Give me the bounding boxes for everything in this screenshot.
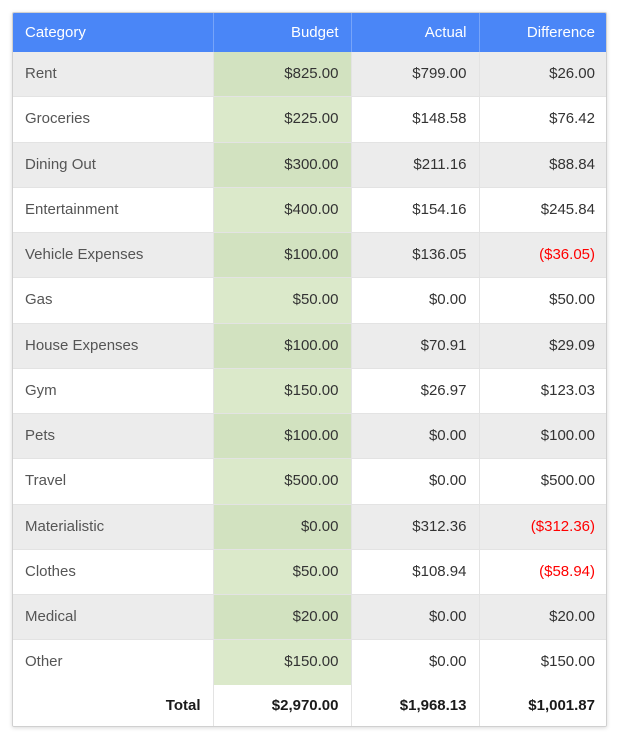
cell-difference[interactable]: $76.42 bbox=[479, 97, 607, 142]
cell-actual[interactable]: $799.00 bbox=[351, 52, 479, 97]
cell-difference[interactable]: $26.00 bbox=[479, 52, 607, 97]
cell-category[interactable]: Groceries bbox=[13, 97, 213, 142]
table-row[interactable]: Medical$20.00$0.00$20.00 bbox=[13, 595, 607, 640]
table-row[interactable]: Dining Out$300.00$211.16$88.84 bbox=[13, 142, 607, 187]
cell-difference[interactable]: $150.00 bbox=[479, 640, 607, 685]
table-row[interactable]: House Expenses$100.00$70.91$29.09 bbox=[13, 323, 607, 368]
cell-category[interactable]: Entertainment bbox=[13, 187, 213, 232]
cell-category[interactable]: Rent bbox=[13, 52, 213, 97]
table-row[interactable]: Gym$150.00$26.97$123.03 bbox=[13, 368, 607, 413]
cell-difference[interactable]: $245.84 bbox=[479, 187, 607, 232]
cell-category[interactable]: Gym bbox=[13, 368, 213, 413]
cell-actual[interactable]: $108.94 bbox=[351, 549, 479, 594]
table-header: Category Budget Actual Difference bbox=[13, 13, 607, 52]
cell-budget[interactable]: $500.00 bbox=[213, 459, 351, 504]
table-row[interactable]: Travel$500.00$0.00$500.00 bbox=[13, 459, 607, 504]
col-header-actual: Actual bbox=[351, 13, 479, 52]
cell-difference[interactable]: $100.00 bbox=[479, 414, 607, 459]
cell-category[interactable]: Clothes bbox=[13, 549, 213, 594]
cell-category[interactable]: House Expenses bbox=[13, 323, 213, 368]
cell-budget[interactable]: $100.00 bbox=[213, 414, 351, 459]
table-row[interactable]: Vehicle Expenses$100.00$136.05($36.05) bbox=[13, 233, 607, 278]
cell-category[interactable]: Medical bbox=[13, 595, 213, 640]
cell-budget[interactable]: $150.00 bbox=[213, 640, 351, 685]
cell-category[interactable]: Dining Out bbox=[13, 142, 213, 187]
cell-difference[interactable]: $50.00 bbox=[479, 278, 607, 323]
cell-difference[interactable]: $500.00 bbox=[479, 459, 607, 504]
table-row[interactable]: Materialistic$0.00$312.36($312.36) bbox=[13, 504, 607, 549]
cell-difference[interactable]: ($312.36) bbox=[479, 504, 607, 549]
cell-difference[interactable]: $88.84 bbox=[479, 142, 607, 187]
cell-actual[interactable]: $154.16 bbox=[351, 187, 479, 232]
cell-actual[interactable]: $148.58 bbox=[351, 97, 479, 142]
cell-budget[interactable]: $100.00 bbox=[213, 233, 351, 278]
cell-budget[interactable]: $825.00 bbox=[213, 52, 351, 97]
table-row[interactable]: Clothes$50.00$108.94($58.94) bbox=[13, 549, 607, 594]
col-header-category: Category bbox=[13, 13, 213, 52]
footer-budget: $2,970.00 bbox=[213, 685, 351, 726]
cell-budget[interactable]: $0.00 bbox=[213, 504, 351, 549]
cell-difference[interactable]: ($36.05) bbox=[479, 233, 607, 278]
budget-table: Category Budget Actual Difference Rent$8… bbox=[13, 13, 607, 726]
table-row[interactable]: Groceries$225.00$148.58$76.42 bbox=[13, 97, 607, 142]
cell-difference[interactable]: $123.03 bbox=[479, 368, 607, 413]
cell-actual[interactable]: $0.00 bbox=[351, 640, 479, 685]
cell-budget[interactable]: $20.00 bbox=[213, 595, 351, 640]
cell-actual[interactable]: $136.05 bbox=[351, 233, 479, 278]
table-footer: Total $2,970.00 $1,968.13 $1,001.87 bbox=[13, 685, 607, 726]
cell-difference[interactable]: $29.09 bbox=[479, 323, 607, 368]
table-row[interactable]: Other$150.00$0.00$150.00 bbox=[13, 640, 607, 685]
footer-actual: $1,968.13 bbox=[351, 685, 479, 726]
cell-actual[interactable]: $211.16 bbox=[351, 142, 479, 187]
table-body: Rent$825.00$799.00$26.00Groceries$225.00… bbox=[13, 52, 607, 685]
footer-label: Total bbox=[13, 685, 213, 726]
cell-actual[interactable]: $0.00 bbox=[351, 459, 479, 504]
cell-category[interactable]: Vehicle Expenses bbox=[13, 233, 213, 278]
cell-budget[interactable]: $400.00 bbox=[213, 187, 351, 232]
cell-difference[interactable]: ($58.94) bbox=[479, 549, 607, 594]
cell-actual[interactable]: $70.91 bbox=[351, 323, 479, 368]
cell-actual[interactable]: $0.00 bbox=[351, 278, 479, 323]
cell-budget[interactable]: $100.00 bbox=[213, 323, 351, 368]
cell-budget[interactable]: $150.00 bbox=[213, 368, 351, 413]
cell-budget[interactable]: $50.00 bbox=[213, 549, 351, 594]
table-row[interactable]: Rent$825.00$799.00$26.00 bbox=[13, 52, 607, 97]
table-row[interactable]: Pets$100.00$0.00$100.00 bbox=[13, 414, 607, 459]
cell-category[interactable]: Gas bbox=[13, 278, 213, 323]
cell-actual[interactable]: $0.00 bbox=[351, 595, 479, 640]
cell-actual[interactable]: $312.36 bbox=[351, 504, 479, 549]
budget-table-container: Category Budget Actual Difference Rent$8… bbox=[12, 12, 607, 727]
cell-actual[interactable]: $26.97 bbox=[351, 368, 479, 413]
col-header-difference: Difference bbox=[479, 13, 607, 52]
table-row[interactable]: Entertainment$400.00$154.16$245.84 bbox=[13, 187, 607, 232]
cell-actual[interactable]: $0.00 bbox=[351, 414, 479, 459]
cell-category[interactable]: Materialistic bbox=[13, 504, 213, 549]
footer-difference: $1,001.87 bbox=[479, 685, 607, 726]
table-row[interactable]: Gas$50.00$0.00$50.00 bbox=[13, 278, 607, 323]
cell-budget[interactable]: $50.00 bbox=[213, 278, 351, 323]
col-header-budget: Budget bbox=[213, 13, 351, 52]
cell-budget[interactable]: $300.00 bbox=[213, 142, 351, 187]
cell-difference[interactable]: $20.00 bbox=[479, 595, 607, 640]
cell-category[interactable]: Travel bbox=[13, 459, 213, 504]
cell-category[interactable]: Pets bbox=[13, 414, 213, 459]
cell-budget[interactable]: $225.00 bbox=[213, 97, 351, 142]
cell-category[interactable]: Other bbox=[13, 640, 213, 685]
